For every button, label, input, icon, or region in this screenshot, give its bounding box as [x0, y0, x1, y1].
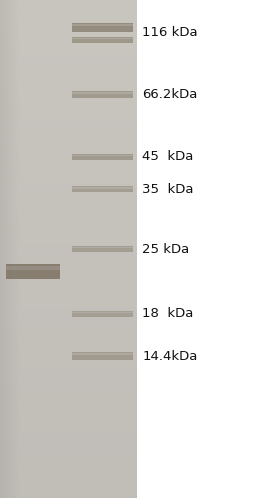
Bar — [72, 352, 133, 360]
Text: 18  kDa: 18 kDa — [142, 307, 194, 320]
Bar — [72, 186, 133, 192]
Bar — [72, 92, 133, 94]
Bar — [72, 154, 133, 156]
Bar — [72, 353, 133, 355]
Bar — [72, 187, 133, 189]
Text: 45  kDa: 45 kDa — [142, 150, 194, 163]
Text: 66.2kDa: 66.2kDa — [142, 88, 197, 101]
Text: 116 kDa: 116 kDa — [142, 26, 198, 39]
Bar — [72, 311, 133, 317]
Bar — [72, 23, 133, 32]
Bar — [72, 153, 133, 160]
Bar — [6, 264, 60, 279]
Text: 14.4kDa: 14.4kDa — [142, 350, 197, 363]
Bar — [72, 91, 133, 98]
Bar — [72, 312, 133, 313]
Text: 35  kDa: 35 kDa — [142, 183, 194, 196]
Bar — [72, 24, 133, 26]
Bar — [72, 38, 133, 39]
Bar — [72, 247, 133, 249]
Bar — [72, 37, 133, 43]
Bar — [72, 246, 133, 252]
Bar — [6, 266, 60, 270]
Text: 25 kDa: 25 kDa — [142, 243, 189, 255]
